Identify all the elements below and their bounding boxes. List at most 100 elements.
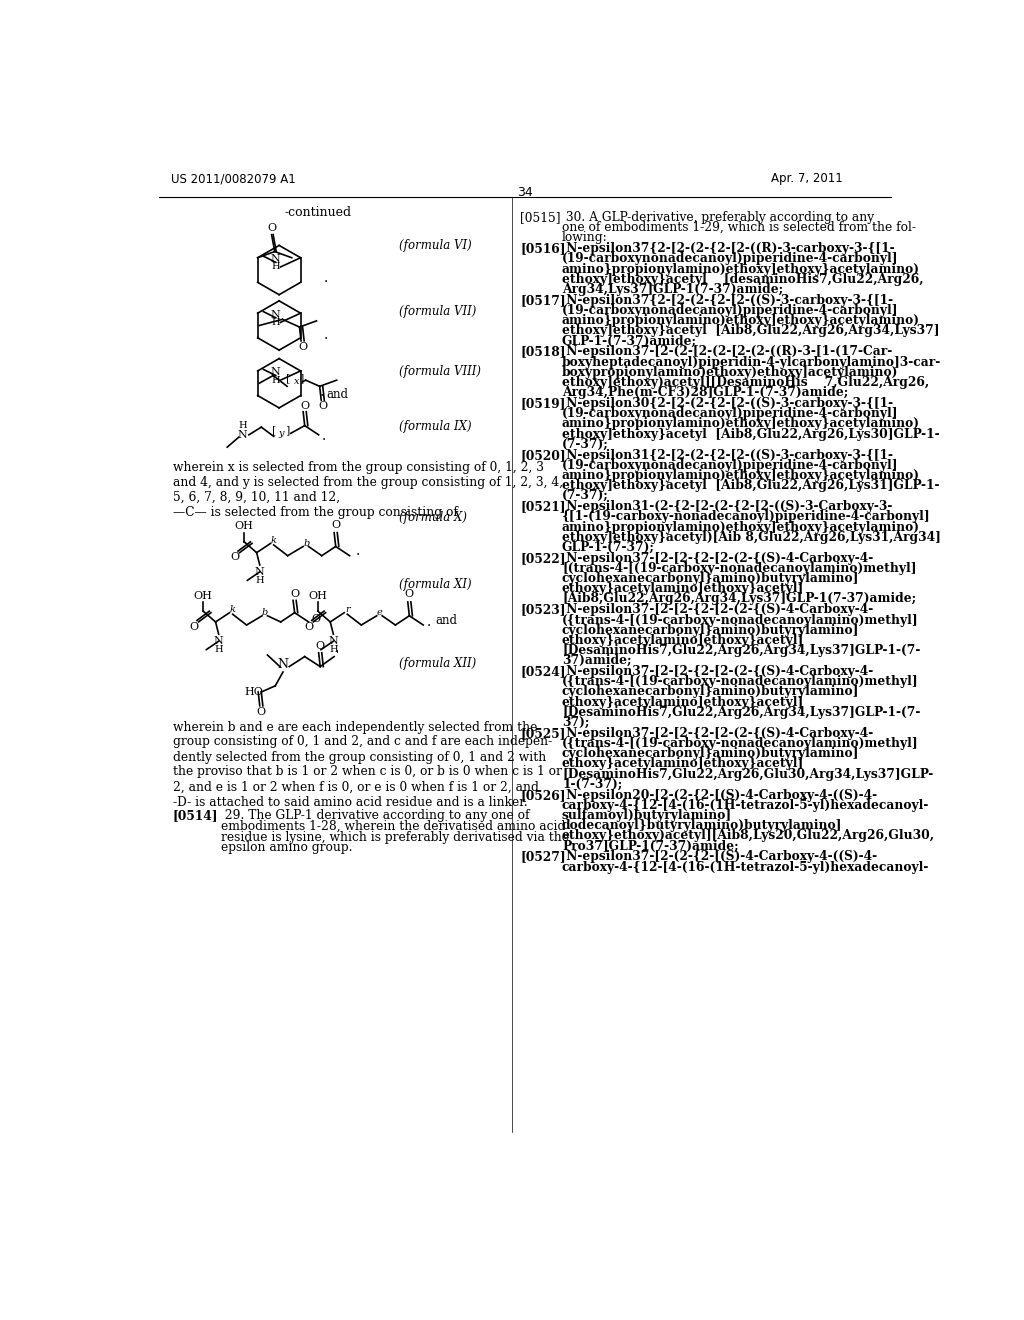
Text: N-epsilon37-[2-(2-[2-(2-[2-(2-((R)-3-[1-(17-Car-: N-epsilon37-[2-(2-[2-(2-[2-(2-((R)-3-[1-… <box>562 346 892 359</box>
Text: 30. A GLP-derivative, preferably according to any: 30. A GLP-derivative, preferably accordi… <box>562 211 874 224</box>
Text: [0519]: [0519] <box>520 397 565 411</box>
Text: N-epsilon20-[2-(2-{2-[(S)-4-Carboxy-4-((S)-4-: N-epsilon20-[2-(2-{2-[(S)-4-Carboxy-4-((… <box>562 788 878 801</box>
Text: cyclohexanecarbonyl}amino)butyrylamino]: cyclohexanecarbonyl}amino)butyrylamino] <box>562 747 859 760</box>
Text: .: . <box>319 385 324 400</box>
Text: 1-(7-37);: 1-(7-37); <box>562 777 623 791</box>
Text: [DesaminoHis7,Glu22,Arg26,Arg34,Lys37]GLP-1-(7-: [DesaminoHis7,Glu22,Arg26,Arg34,Lys37]GL… <box>562 644 921 657</box>
Text: boxyheptadecanoyl)piperidin-4-ylcarbonylamino]3-car-: boxyheptadecanoyl)piperidin-4-ylcarbonyl… <box>562 355 941 368</box>
Text: N-epsilon37-[2-[2-{2-[2-(2-{(S)-4-Carboxy-4-: N-epsilon37-[2-[2-{2-[2-(2-{(S)-4-Carbox… <box>562 603 873 616</box>
Text: OH: OH <box>234 521 254 532</box>
Text: H: H <box>329 645 338 655</box>
Text: cyclohexanecarbonyl}amino)butyrylamino]: cyclohexanecarbonyl}amino)butyrylamino] <box>562 624 859 636</box>
Text: H: H <box>271 318 281 327</box>
Text: [0520]: [0520] <box>520 449 566 462</box>
Text: cyclohexanecarbonyl}amino)butyrylamino]: cyclohexanecarbonyl}amino)butyrylamino] <box>562 572 859 585</box>
Text: [0521]: [0521] <box>520 500 565 513</box>
Text: GLP-1-(7-37)amide;: GLP-1-(7-37)amide; <box>562 334 697 347</box>
Text: [0518]: [0518] <box>520 346 565 359</box>
Text: [DesaminoHis7,Glu22,Arg26,Arg34,Lys37]GLP-1-(7-: [DesaminoHis7,Glu22,Arg26,Arg34,Lys37]GL… <box>562 706 921 719</box>
Text: (formula VII): (formula VII) <box>399 305 476 318</box>
Text: N: N <box>255 566 264 577</box>
Text: H: H <box>271 263 281 272</box>
Text: e: e <box>377 609 383 618</box>
Text: [0517]: [0517] <box>520 294 566 306</box>
Text: and: and <box>327 388 348 400</box>
Text: ({trans-4-[(19-carboxy-nonadecanoylamino)methyl]: ({trans-4-[(19-carboxy-nonadecanoylamino… <box>562 676 919 688</box>
Text: Apr. 7, 2011: Apr. 7, 2011 <box>771 173 843 185</box>
Text: N-epsilon37{2-[2-(2-{2-[2-((S)-3-carboxy-3-{[1-: N-epsilon37{2-[2-(2-{2-[2-((S)-3-carboxy… <box>562 294 893 306</box>
Text: N-epsilon37{2-[2-(2-{2-[2-((R)-3-carboxy-3-{[1-: N-epsilon37{2-[2-(2-{2-[2-((R)-3-carboxy… <box>562 243 895 255</box>
Text: carboxy-4-{12-[4-(16-(1H-tetrazol-5-yl)hexadecanoyl-: carboxy-4-{12-[4-(16-(1H-tetrazol-5-yl)h… <box>562 861 930 874</box>
Text: (formula X): (formula X) <box>399 511 467 524</box>
Text: 37)amide;: 37)amide; <box>562 655 632 667</box>
Text: HO: HO <box>244 686 263 697</box>
Text: .: . <box>322 429 327 444</box>
Text: O: O <box>304 622 313 631</box>
Text: (formula XI): (formula XI) <box>399 578 472 591</box>
Text: N-epsilon31{2-[2-(2-{2-[2-((S)-3-carboxy-3-{[1-: N-epsilon31{2-[2-(2-{2-[2-((S)-3-carboxy… <box>562 449 893 462</box>
Text: [: [ <box>287 374 291 384</box>
Text: [: [ <box>271 425 275 436</box>
Text: .: . <box>355 544 359 558</box>
Text: (7-37);: (7-37); <box>562 490 608 503</box>
Text: cyclohexanecarbonyl}amino)butyrylamino]: cyclohexanecarbonyl}amino)butyrylamino] <box>562 685 859 698</box>
Text: [0526]: [0526] <box>520 788 565 801</box>
Text: N: N <box>271 255 281 264</box>
Text: 37);: 37); <box>562 715 590 729</box>
Text: O: O <box>298 342 307 352</box>
Text: amino}propionylamino)ethoxy]ethoxy}acetylamino): amino}propionylamino)ethoxy]ethoxy}acety… <box>562 314 920 327</box>
Text: lowing:: lowing: <box>562 231 608 244</box>
Text: O: O <box>257 708 266 717</box>
Text: OH: OH <box>308 591 328 601</box>
Text: Arg34,Phe(m-CF3)28]GLP-1-(7-37)amide;: Arg34,Phe(m-CF3)28]GLP-1-(7-37)amide; <box>562 387 848 399</box>
Text: [0516]: [0516] <box>520 243 565 255</box>
Text: k: k <box>229 605 236 614</box>
Text: sulfamoyl)butyrylamino]: sulfamoyl)butyrylamino] <box>562 809 732 822</box>
Text: O: O <box>300 400 309 411</box>
Text: ({trans-4-[(19-carboxy-nonadecanoylamino)methyl]: ({trans-4-[(19-carboxy-nonadecanoylamino… <box>562 737 919 750</box>
Text: (formula VIII): (formula VIII) <box>399 364 481 378</box>
Text: ': ' <box>336 649 339 660</box>
Text: (formula IX): (formula IX) <box>399 420 472 433</box>
Text: and: and <box>435 614 458 627</box>
Text: N: N <box>238 430 248 440</box>
Text: H: H <box>239 421 247 430</box>
Text: (19-carboxynonadecanoyl)piperidine-4-carbonyl]: (19-carboxynonadecanoyl)piperidine-4-car… <box>562 407 898 420</box>
Text: r: r <box>345 605 349 614</box>
Text: 29. The GLP-1 derivative according to any one of: 29. The GLP-1 derivative according to an… <box>217 809 529 822</box>
Text: ethoxy]ethoxy}acetyl  [Aib8,Glu22,Arg26,Lys30]GLP-1-: ethoxy]ethoxy}acetyl [Aib8,Glu22,Arg26,L… <box>562 428 940 441</box>
Text: (19-carboxynonadecanoyl)piperidine-4-carbonyl]: (19-carboxynonadecanoyl)piperidine-4-car… <box>562 304 898 317</box>
Text: .: . <box>427 615 431 628</box>
Text: N-epsilon37-[2-[2-{2-[2-(2-{(S)-4-Carboxy-4-: N-epsilon37-[2-[2-{2-[2-(2-{(S)-4-Carbox… <box>562 727 873 741</box>
Text: embodiments 1-28, wherein the derivatised amino acid: embodiments 1-28, wherein the derivatise… <box>221 820 565 833</box>
Text: (formula VI): (formula VI) <box>399 239 472 252</box>
Text: ethoxy}ethoxy)acetyl][Aib8,Lys20,Glu22,Arg26,Glu30,: ethoxy}ethoxy)acetyl][Aib8,Lys20,Glu22,A… <box>562 829 935 842</box>
Text: -continued: -continued <box>285 206 351 219</box>
Text: k: k <box>270 536 276 545</box>
Text: epsilon amino group.: epsilon amino group. <box>221 841 352 854</box>
Text: O: O <box>404 589 414 599</box>
Text: ethoxy]ethoxy)acetyl][DesaminoHis    7,Glu22,Arg26,: ethoxy]ethoxy)acetyl][DesaminoHis 7,Glu2… <box>562 376 929 389</box>
Text: H: H <box>255 576 264 585</box>
Text: x: x <box>294 378 299 387</box>
Text: ]: ] <box>286 425 290 436</box>
Text: wherein x is selected from the group consisting of 0, 1, 2, 3
and 4, and y is se: wherein x is selected from the group con… <box>173 461 563 519</box>
Text: N-epsilon30{2-[2-(2-{2-[2-((S)-3-carboxy-3-{[1-: N-epsilon30{2-[2-(2-{2-[2-((S)-3-carboxy… <box>562 397 893 411</box>
Text: Arg34,Lys37]GLP-1(7-37)amide;: Arg34,Lys37]GLP-1(7-37)amide; <box>562 282 783 296</box>
Text: b: b <box>303 539 309 548</box>
Text: O: O <box>267 223 276 234</box>
Text: Pro37]GLP-1(7-37)amide;: Pro37]GLP-1(7-37)amide; <box>562 840 738 853</box>
Text: ethoxy]ethoxy}acetyl  [Aib8,Glu22,Arg26,Lys31]GLP-1-: ethoxy]ethoxy}acetyl [Aib8,Glu22,Arg26,L… <box>562 479 939 492</box>
Text: amino}propionylamino)ethoxy]ethoxy}acetylamino): amino}propionylamino)ethoxy]ethoxy}acety… <box>562 417 920 430</box>
Text: N-epsilon37-[2-[2-{2-[2-(2-{(S)-4-Carboxy-4-: N-epsilon37-[2-[2-{2-[2-(2-{(S)-4-Carbox… <box>562 665 873 678</box>
Text: (19-carboxynonadecanoyl)piperidine-4-carbonyl]: (19-carboxynonadecanoyl)piperidine-4-car… <box>562 252 898 265</box>
Text: ethoxy}acetylamino]ethoxy}acetyl]: ethoxy}acetylamino]ethoxy}acetyl] <box>562 696 804 709</box>
Text: N: N <box>271 310 281 319</box>
Text: O: O <box>189 622 199 631</box>
Text: dodecanoyl}butyrylamino)butyrylamino]: dodecanoyl}butyrylamino)butyrylamino] <box>562 820 843 832</box>
Text: ethoxy]ethoxy}acetyl)[Aib 8,Glu22,Arg26,Lys31,Arg34]: ethoxy]ethoxy}acetyl)[Aib 8,Glu22,Arg26,… <box>562 531 941 544</box>
Text: [0527]: [0527] <box>520 850 566 863</box>
Text: (formula XII): (formula XII) <box>399 657 476 671</box>
Text: O: O <box>290 589 299 599</box>
Text: [0515]: [0515] <box>520 211 561 224</box>
